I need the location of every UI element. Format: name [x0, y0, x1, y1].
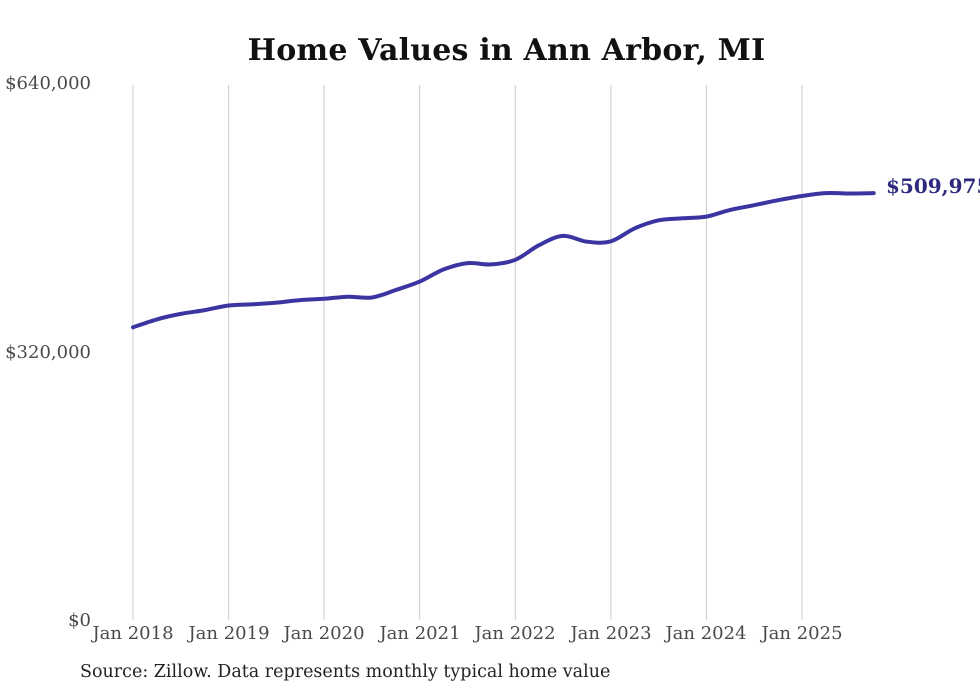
- chart-title: Home Values in Ann Arbor, MI: [247, 33, 766, 68]
- x-tick-label: Jan 2021: [379, 623, 461, 644]
- home-value-line-series: [131, 190, 876, 330]
- y-tick-label: $0: [68, 610, 91, 631]
- x-tick-label: Jan 2024: [665, 623, 747, 644]
- last-value-annotation: $509,975: [886, 174, 980, 198]
- x-tick-label: Jan 2023: [570, 623, 652, 644]
- x-tick-label: Jan 2019: [188, 623, 270, 644]
- y-tick-label: $640,000: [5, 73, 91, 94]
- y-tick-label: $320,000: [5, 342, 91, 363]
- vertical-gridlines: [132, 85, 803, 620]
- x-tick-label: Jan 2018: [92, 623, 174, 644]
- x-tick-label: Jan 2022: [474, 623, 556, 644]
- x-tick-label: Jan 2020: [283, 623, 365, 644]
- x-tick-label: Jan 2025: [761, 623, 843, 644]
- source-note: Source: Zillow. Data represents monthly …: [80, 662, 611, 682]
